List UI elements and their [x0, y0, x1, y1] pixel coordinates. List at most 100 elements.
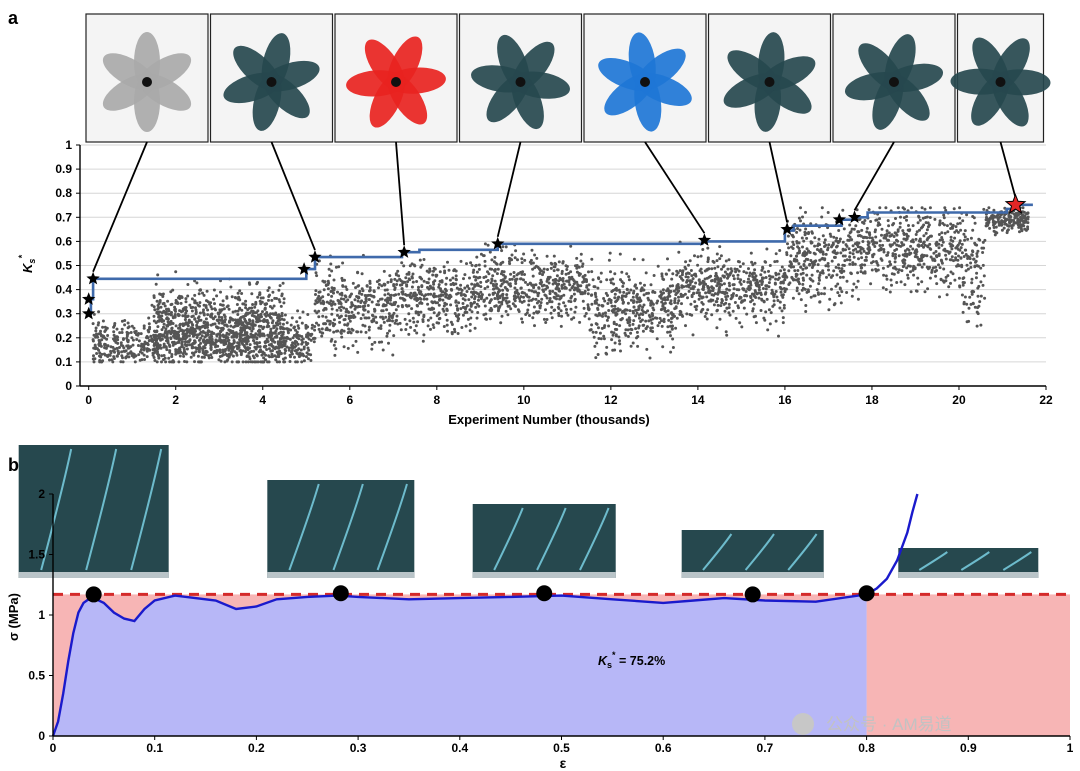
scatter-point [241, 338, 245, 342]
scatter-point [953, 230, 957, 234]
scatter-point [773, 260, 777, 264]
scatter-point [625, 287, 629, 291]
scatter-point [963, 229, 967, 233]
scatter-point [827, 243, 831, 247]
scatter-point [204, 353, 208, 357]
scatter-point [156, 347, 160, 351]
scatter-point [464, 310, 468, 314]
scatter-point [970, 277, 974, 281]
scatter-point [863, 219, 867, 222]
scatter-point [255, 336, 259, 340]
scatter-point [430, 307, 434, 311]
scatter-point [661, 288, 665, 292]
scatter-point [261, 360, 265, 364]
scatter-point [253, 305, 257, 309]
panel-a-scatter-points [91, 206, 1030, 364]
scatter-point [164, 312, 168, 316]
scatter-point [680, 285, 684, 289]
scatter-point [865, 230, 869, 234]
scatter-point [456, 307, 459, 311]
scatter-point [854, 247, 858, 251]
scatter-point [347, 327, 351, 331]
scatter-point [204, 306, 208, 309]
scatter-point [509, 307, 513, 311]
scatter-point [417, 313, 421, 317]
scatter-point [742, 287, 746, 291]
scatter-point [256, 295, 260, 299]
star-marker [780, 222, 794, 235]
scatter-point [679, 292, 683, 296]
scatter-point [388, 329, 391, 333]
scatter-point [831, 250, 835, 254]
scatter-point [432, 311, 436, 315]
scatter-point [895, 281, 899, 284]
scatter-point [610, 338, 614, 342]
scatter-point [700, 271, 704, 275]
scatter-point [275, 327, 279, 331]
scatter-point [185, 360, 189, 364]
scatter-point [282, 360, 286, 364]
scatter-point [353, 304, 357, 308]
scatter-point [238, 298, 242, 302]
scatter-point [244, 303, 248, 307]
scatter-point [894, 267, 898, 271]
scatter-point [463, 273, 467, 277]
scatter-point [222, 339, 226, 342]
scatter-point [447, 268, 451, 272]
scatter-point [515, 290, 519, 294]
scatter-point [218, 350, 222, 354]
scatter-point [395, 314, 399, 318]
scatter-point [271, 290, 275, 294]
scatter-point [632, 299, 636, 303]
scatter-point [574, 264, 577, 268]
scatter-point [138, 350, 142, 354]
scatter-point [248, 322, 252, 326]
scatter-point [337, 265, 341, 269]
scatter-point [409, 291, 413, 295]
scatter-point [678, 269, 682, 273]
absorbed-energy-region [53, 594, 867, 736]
scatter-point [565, 268, 569, 271]
scatter-point [533, 253, 537, 257]
scatter-point [886, 253, 889, 257]
scatter-point [674, 287, 678, 291]
scatter-point [889, 262, 893, 266]
scatter-point [786, 234, 790, 238]
scatter-point [250, 292, 254, 296]
scatter-point [154, 282, 158, 286]
scatter-point [286, 331, 290, 335]
scatter-point [519, 286, 523, 290]
scatter-point [167, 323, 171, 326]
scatter-point [870, 268, 874, 272]
scatter-point [625, 318, 629, 322]
scatter-point [842, 264, 846, 267]
scatter-point [534, 264, 538, 268]
scatter-point [234, 309, 238, 313]
scatter-point [496, 295, 499, 299]
scatter-point [773, 292, 777, 296]
scatter-point [823, 258, 827, 262]
scatter-point [403, 280, 407, 284]
scatter-point [662, 317, 666, 321]
scatter-point [975, 324, 979, 328]
scatter-point [389, 280, 393, 284]
scatter-point [801, 276, 805, 280]
scatter-point [812, 294, 816, 298]
scatter-point [521, 320, 524, 324]
scatter-point [928, 276, 932, 280]
scatter-point [694, 281, 698, 285]
scatter-point [772, 299, 776, 303]
scatter-point [381, 315, 384, 319]
scatter-point [728, 313, 732, 317]
scatter-point [828, 232, 832, 236]
scatter-point [896, 239, 900, 243]
scatter-point [431, 301, 435, 305]
scatter-point [552, 269, 556, 273]
scatter-point [204, 317, 208, 321]
scatter-point [888, 234, 892, 238]
scatter-point [795, 289, 799, 293]
scatter-point [332, 318, 336, 322]
scatter-point [270, 355, 274, 359]
scatter-point [406, 280, 410, 284]
scatter-point [121, 360, 125, 364]
